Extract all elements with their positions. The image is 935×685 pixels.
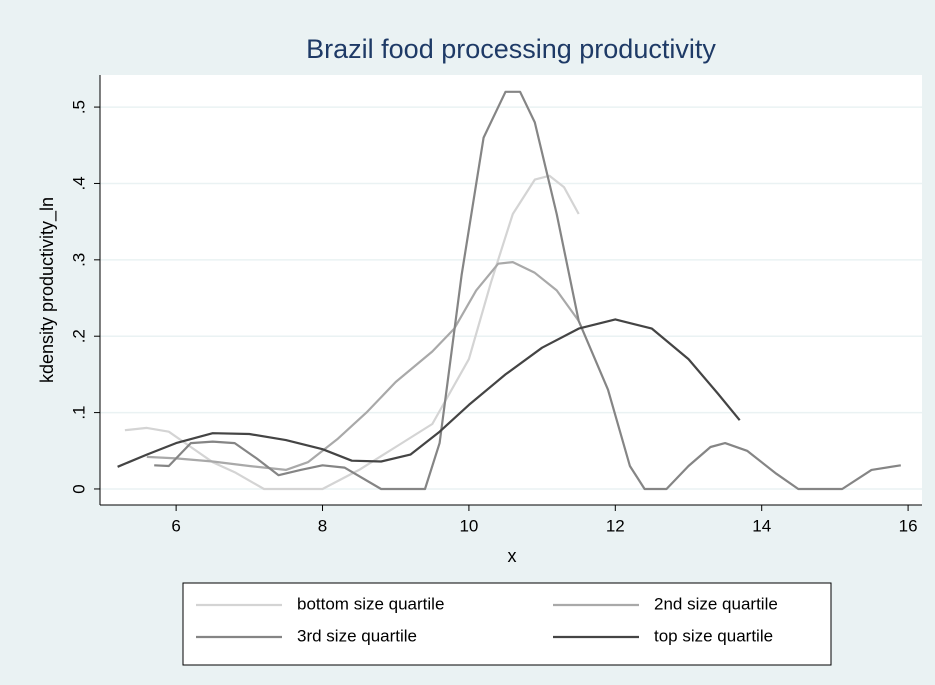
x-tick-label: 12 xyxy=(606,516,625,535)
chart-title: Brazil food processing productivity xyxy=(306,34,716,64)
x-axis-title: x xyxy=(508,546,517,566)
y-tick-label: 0 xyxy=(69,484,88,493)
legend-label: top size quartile xyxy=(654,626,773,645)
legend-label: 2nd size quartile xyxy=(654,594,778,613)
x-tick-label: 8 xyxy=(318,516,327,535)
x-tick-label: 16 xyxy=(899,516,918,535)
series-line xyxy=(124,174,580,491)
legend-box xyxy=(182,582,832,666)
legend-label: 3rd size quartile xyxy=(297,626,417,645)
plot-area xyxy=(100,75,922,505)
y-tick-label: .5 xyxy=(69,100,88,114)
y-tick-label: .4 xyxy=(69,176,88,190)
y-tick-label: .1 xyxy=(69,405,88,419)
legend-label: bottom size quartile xyxy=(297,594,444,613)
x-tick-label: 6 xyxy=(171,516,180,535)
series-line xyxy=(117,318,741,468)
y-tick-label: .3 xyxy=(69,253,88,267)
series-line xyxy=(154,90,901,491)
y-axis-title: kdensity productivity_ln xyxy=(37,197,58,383)
x-tick-label: 10 xyxy=(459,516,478,535)
y-tick-label: .2 xyxy=(69,329,88,343)
x-tick-label: 14 xyxy=(752,516,771,535)
series-line xyxy=(146,261,580,471)
